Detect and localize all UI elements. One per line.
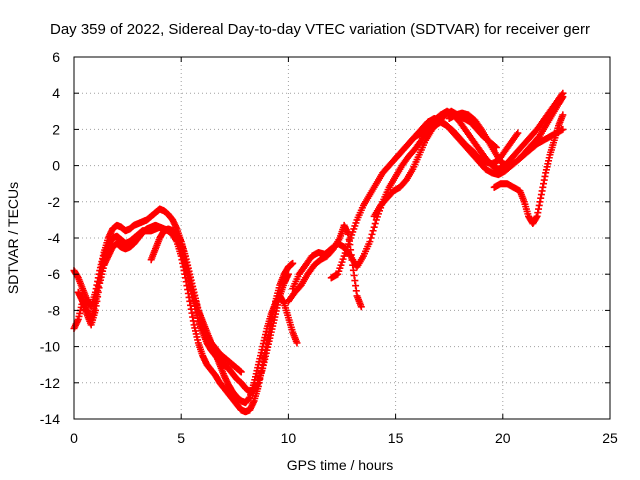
- y-tick-label: -8: [48, 302, 61, 318]
- x-axis: 0 5 10 15 20 25: [70, 57, 618, 446]
- data-point: [284, 270, 292, 278]
- y-tick-label: -14: [40, 411, 60, 427]
- y-tick-label: -10: [40, 339, 60, 355]
- data-point: [371, 220, 379, 228]
- data-point: [289, 259, 297, 267]
- y-axis-label: SDTVAR / TECUs: [5, 182, 21, 294]
- y-tick-label: 4: [52, 85, 60, 101]
- data-point: [559, 93, 567, 101]
- x-tick-label: 5: [177, 430, 185, 446]
- y-tick-label: -6: [48, 266, 61, 282]
- x-tick-label: 0: [70, 430, 78, 446]
- y-tick-label: 6: [52, 49, 60, 65]
- y-axis: -14 -12 -10 -8 -6 -4 -2 0 2 4 6: [40, 49, 610, 427]
- data-point: [368, 230, 376, 238]
- data-point: [559, 111, 567, 119]
- y-tick-label: 0: [52, 158, 60, 174]
- y-tick-label: -4: [48, 230, 61, 246]
- data-point: [357, 303, 365, 311]
- x-axis-label: GPS time / hours: [287, 457, 394, 473]
- data-point: [513, 131, 521, 139]
- data-point: [367, 234, 375, 242]
- x-tick-label: 20: [495, 430, 511, 446]
- series-1: [70, 205, 301, 407]
- series-9: [490, 111, 567, 228]
- x-tick-label: 15: [388, 430, 404, 446]
- y-tick-label: -12: [40, 375, 60, 391]
- y-tick-label: 2: [52, 121, 60, 137]
- series-3: [147, 225, 245, 376]
- chart-title: Day 359 of 2022, Sidereal Day-to-day VTE…: [50, 21, 590, 38]
- y-tick-label: -2: [48, 194, 61, 210]
- data-point: [514, 129, 522, 137]
- x-tick-label: 10: [281, 430, 297, 446]
- data-point: [366, 238, 374, 246]
- series-8: [392, 118, 522, 168]
- data-point: [369, 227, 377, 235]
- series-10: [445, 93, 567, 170]
- data-point: [559, 125, 567, 133]
- data-point: [370, 223, 378, 231]
- data-point: [237, 368, 245, 376]
- data-point: [293, 339, 301, 347]
- x-tick-label: 25: [602, 430, 618, 446]
- data-points: [70, 89, 567, 416]
